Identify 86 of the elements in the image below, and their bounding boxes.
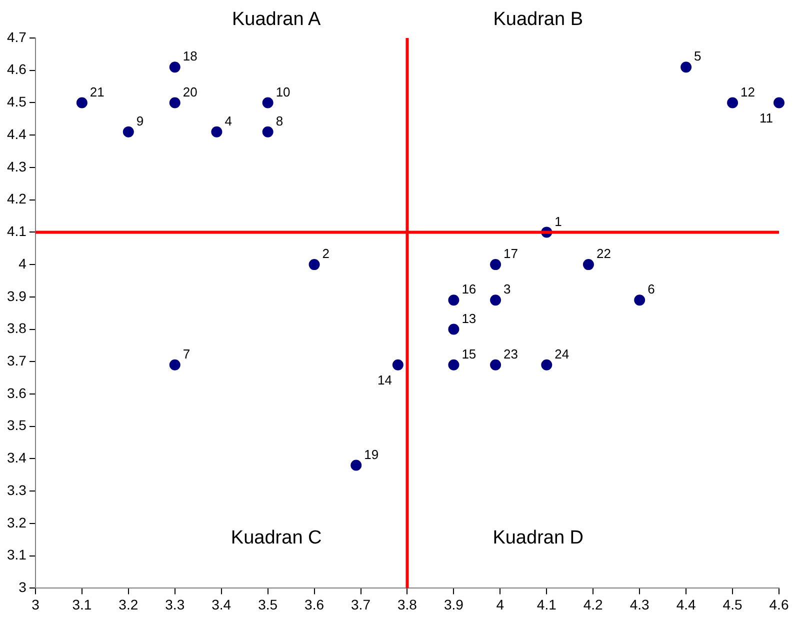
x-tick-label: 3.1 xyxy=(72,596,92,612)
annotation: 3 xyxy=(504,282,511,297)
x-tick-label: 3.4 xyxy=(212,596,232,612)
point xyxy=(350,460,362,471)
annotation: 14 xyxy=(377,372,392,388)
y-tick-label: 3.9 xyxy=(6,288,27,304)
x-tick-label: 4.2 xyxy=(583,596,604,612)
point xyxy=(262,126,274,138)
y-tick-label: 4 xyxy=(18,255,27,272)
y-tick-label: 4.2 xyxy=(6,190,27,207)
y-tick-label: 4.5 xyxy=(6,94,27,110)
annotation: Kuadran C xyxy=(230,527,322,548)
y-tick-label: 3.8 xyxy=(6,320,27,336)
x-tick-label: 4.6 xyxy=(769,596,789,612)
y-tick-label: 4.3 xyxy=(6,158,27,174)
point xyxy=(541,359,552,370)
annotation: 11 xyxy=(760,110,773,126)
point xyxy=(490,359,502,370)
annotation: Kuadran D xyxy=(492,527,584,548)
point xyxy=(169,62,180,73)
point xyxy=(308,259,320,270)
y-tick-label: 3.2 xyxy=(6,514,27,530)
point xyxy=(490,259,502,270)
y-tick-label: 4.1 xyxy=(6,223,27,240)
point xyxy=(169,97,180,108)
annotation: 8 xyxy=(276,113,284,128)
x-tick-label: 4.1 xyxy=(536,596,557,612)
x-tick-label: 4.4 xyxy=(676,596,696,612)
annotation: 23 xyxy=(504,346,518,362)
y-tick-label: 3.4 xyxy=(6,450,27,466)
annotation: 12 xyxy=(740,84,755,100)
x-tick-label: 3.8 xyxy=(397,596,418,612)
annotation: 22 xyxy=(596,246,611,262)
annotation: 7 xyxy=(182,346,190,362)
x-tick-label: 4.3 xyxy=(630,596,650,612)
x-tick-label: 3.9 xyxy=(444,596,464,612)
x-tick-label: 3 xyxy=(32,596,40,612)
x-tick-label: 3.5 xyxy=(258,596,278,612)
point xyxy=(490,294,502,306)
point xyxy=(392,359,404,370)
point xyxy=(122,126,134,138)
point xyxy=(76,97,88,108)
annotation: 13 xyxy=(462,310,476,326)
y-tick-label: 3.1 xyxy=(6,546,27,563)
x-tick-label: 3.7 xyxy=(351,596,371,612)
y-tick-label: 4.4 xyxy=(6,126,27,142)
annotation: 4 xyxy=(224,113,232,128)
point xyxy=(169,359,180,370)
annotation: 16 xyxy=(462,282,476,297)
point xyxy=(448,324,460,335)
annotation: 2 xyxy=(322,246,330,262)
point xyxy=(582,259,594,270)
annotation: 18 xyxy=(182,48,198,64)
y-tick-label: 3.5 xyxy=(6,417,27,434)
point xyxy=(448,294,460,306)
annotation: 10 xyxy=(276,84,290,100)
y-tick-label: 3 xyxy=(18,579,27,596)
annotation: 17 xyxy=(504,246,518,262)
text: Kuadran B xyxy=(493,9,584,30)
x-tick-label: 3.3 xyxy=(165,596,185,612)
x-tick-label: 4 xyxy=(496,596,504,612)
y-tick-label: 3.7 xyxy=(6,352,27,369)
annotation: 15 xyxy=(462,346,476,362)
x-tick-label: 3.6 xyxy=(304,596,324,612)
y-tick-label: 3.6 xyxy=(6,384,27,401)
x-tick-label: 4.5 xyxy=(722,596,742,612)
point xyxy=(211,126,222,138)
point xyxy=(680,62,692,73)
point xyxy=(727,97,738,108)
annotation: 5 xyxy=(694,48,702,64)
y-tick-label: 4.7 xyxy=(6,28,27,45)
annotation: 1 xyxy=(554,214,562,229)
point xyxy=(262,97,274,108)
annotation: 21 xyxy=(90,84,104,100)
point xyxy=(634,294,646,306)
annotation: 20 xyxy=(182,84,198,100)
annotation: 6 xyxy=(648,282,655,297)
annotation: 24 xyxy=(554,346,570,362)
annotation: 19 xyxy=(364,446,379,462)
x-tick-label: 3.2 xyxy=(118,596,138,612)
text: Kuadran A xyxy=(232,9,322,30)
point xyxy=(774,97,784,108)
point xyxy=(448,359,460,370)
y-tick-label: 3.3 xyxy=(6,482,27,498)
annotation: 9 xyxy=(136,113,144,128)
y-tick-label: 4.6 xyxy=(6,61,27,78)
